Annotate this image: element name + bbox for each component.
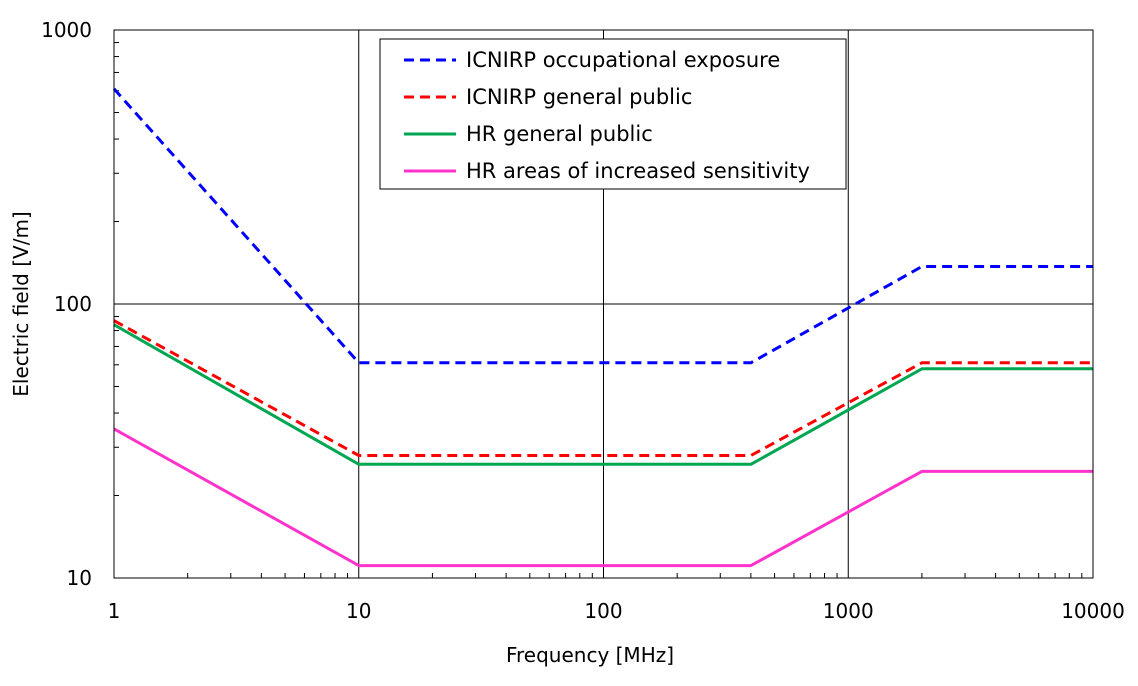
y-axis-title: Electric field [V/m] [9,211,33,397]
y-tick-labels: 10 100 1000 [41,18,92,590]
x-tick-label: 1 [108,599,121,623]
x-axis-title: Frequency [MHz] [506,643,674,667]
legend-label-hr-sensitive: HR areas of increased sensitivity [466,159,810,183]
series-line-hr-sensitive [113,427,1093,568]
plot-frame [113,29,1094,579]
legend-label-icnirp-general: ICNIRP general public [466,85,692,109]
minor-ticks [114,42,1083,578]
series-line-icnirp-occupational [112,87,1093,365]
x-tick-label: 10 [346,599,371,623]
x-tick-label: 10000 [1061,599,1125,623]
x-tick-label: 1000 [823,599,874,623]
legend-label-icnirp-occupational: ICNIRP occupational exposure [466,48,780,72]
y-tick-label: 100 [54,292,92,316]
legend: ICNIRP occupational exposure ICNIRP gene… [379,38,847,190]
series-lines [112,87,1093,568]
series-line-hr-general [113,323,1093,466]
legend-box [379,38,847,190]
x-tick-label: 100 [584,599,622,623]
y-tick-label: 10 [67,566,92,590]
y-tick-label: 1000 [41,18,92,42]
legend-label-hr-general: HR general public [466,122,653,146]
x-tick-labels: 1 10 100 1000 10000 [108,599,1125,623]
